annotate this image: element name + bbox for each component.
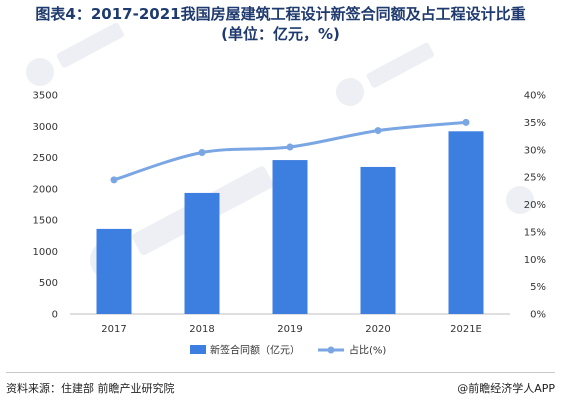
bar-2017	[96, 228, 132, 314]
chart-svg: 0 500 1000 1500 2000 2500 3000 3500 0% 5% 10% 15% 2…	[26, 22, 546, 357]
bar-2019	[272, 160, 308, 314]
bar-2021E	[448, 131, 484, 314]
y-left-tick-label: 1500	[33, 216, 58, 227]
y-right-tick-label: 10%	[524, 255, 546, 266]
y-left-axis: 0 500 1000 1500 2000 2500 3000 3500	[33, 91, 58, 321]
line-point-2018	[198, 148, 206, 156]
y-left-tick-label: 2500	[33, 153, 58, 164]
y-right-tick-label: 30%	[524, 145, 546, 156]
legend-line-marker	[327, 346, 335, 354]
y-right-tick-label: 20%	[524, 200, 546, 211]
y-right-tick-label: 35%	[524, 118, 546, 129]
chart-title: 图表4：2017-2021我国房屋建筑工程设计新签合同额及占工程设计比重 (单位…	[0, 4, 561, 44]
line-series	[110, 118, 470, 184]
watermark-4	[506, 186, 534, 214]
x-tick-label: 2018	[189, 324, 214, 335]
legend: 新签合同额（亿元） 占比(%)	[190, 344, 386, 357]
watermark-2	[336, 42, 434, 106]
x-tick-label: 2020	[365, 324, 390, 335]
bar-series	[96, 131, 484, 314]
x-axis: 2017 2018 2019 2020 2021E	[101, 324, 482, 335]
y-left-tick-label: 0	[52, 310, 58, 321]
y-right-axis: 0% 5% 10% 15% 20% 25% 30% 35% 40%	[524, 91, 546, 321]
footer-divider	[6, 372, 555, 373]
line-point-2020	[374, 127, 382, 135]
bar-2020	[360, 166, 396, 314]
legend-bar-label: 新签合同额（亿元）	[210, 344, 300, 357]
y-right-tick-label: 40%	[524, 91, 546, 102]
brand-text: @前瞻经济学人APP	[457, 382, 555, 395]
x-tick-label: 2019	[277, 324, 302, 335]
source-text: 资料来源：住建部 前瞻产业研究院	[6, 382, 175, 395]
y-left-tick-label: 500	[39, 278, 58, 289]
legend-bar-swatch	[190, 345, 206, 354]
y-left-tick-label: 1000	[33, 247, 58, 258]
chart-title-line2: (单位：亿元，%)	[221, 25, 340, 43]
x-tick-label: 2021E	[450, 324, 482, 335]
line-point-2019	[286, 143, 294, 151]
y-right-tick-label: 5%	[530, 282, 546, 293]
y-right-tick-label: 25%	[524, 173, 546, 184]
y-right-tick-label: 0%	[530, 310, 546, 321]
x-tick-label: 2017	[101, 324, 126, 335]
line-point-2017	[110, 176, 118, 184]
chart-title-line1: 图表4：2017-2021我国房屋建筑工程设计新签合同额及占工程设计比重	[35, 5, 526, 23]
line-point-2021E	[462, 118, 470, 126]
y-left-tick-label: 3500	[33, 91, 58, 102]
y-left-tick-label: 3000	[33, 122, 58, 133]
y-right-tick-label: 15%	[524, 227, 546, 238]
bar-2018	[184, 192, 220, 314]
legend-line-label: 占比(%)	[349, 344, 386, 357]
watermark-1	[26, 22, 124, 86]
y-left-tick-label: 2000	[33, 184, 58, 195]
